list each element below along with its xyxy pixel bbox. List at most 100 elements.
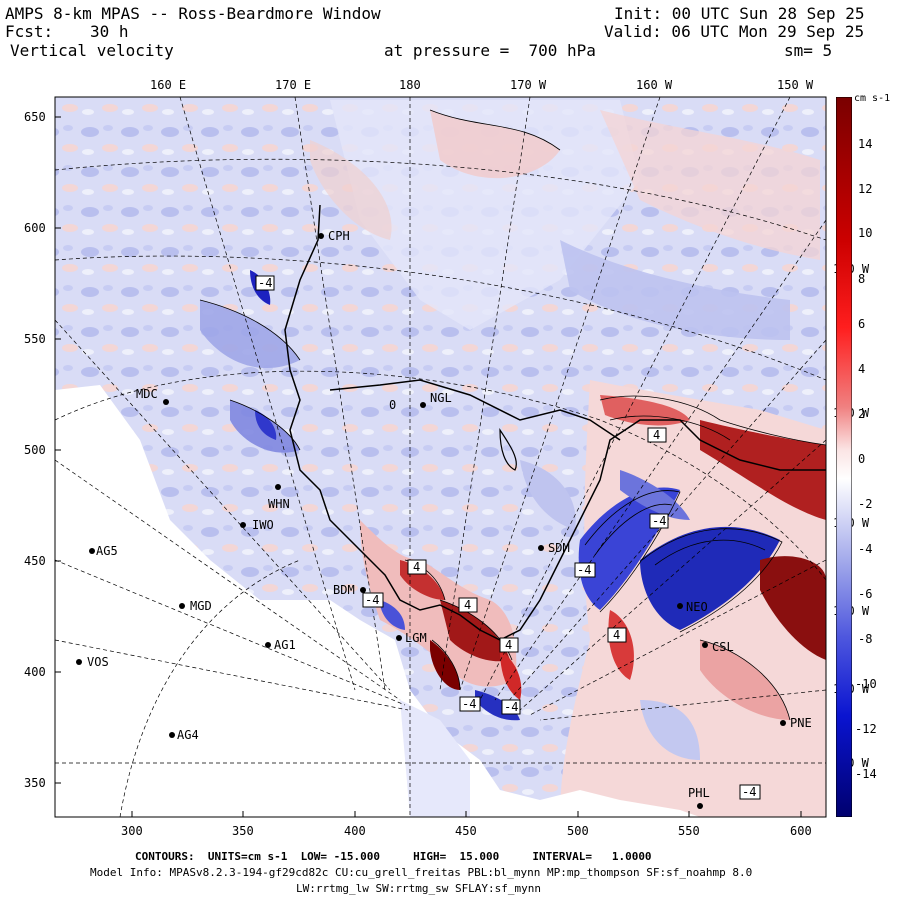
colorbar-tick: -4 bbox=[858, 542, 873, 556]
station-label: NGL bbox=[430, 391, 452, 405]
station-marker-bdm bbox=[360, 587, 366, 593]
y-tick-label: 650 bbox=[24, 110, 46, 124]
colorbar-tick: -8 bbox=[858, 632, 873, 646]
map-frame bbox=[54, 96, 827, 818]
station-label: AG1 bbox=[274, 638, 296, 652]
station-label: SDM bbox=[548, 541, 570, 555]
ice-shelf-front bbox=[329, 379, 621, 441]
physics-info: LW:rrtmg_lw SW:rrtmg_sw SFLAY:sf_mynn bbox=[296, 882, 542, 895]
pressure-level: at pressure = 700 hPa bbox=[384, 41, 596, 60]
forecast-value: 30 h bbox=[90, 22, 129, 41]
colorbar-tick: 6 bbox=[858, 317, 866, 331]
station-marker-sdm bbox=[538, 545, 544, 551]
station-marker-cph bbox=[318, 233, 324, 239]
station-marker-ngl bbox=[420, 402, 426, 408]
colorbar-tick: 14 bbox=[858, 137, 873, 151]
y-tick-label: 550 bbox=[24, 332, 46, 346]
station-label: PHL bbox=[688, 786, 710, 800]
station-marker-phl bbox=[697, 803, 703, 809]
forecast-label: Fcst: bbox=[5, 22, 54, 41]
station-label: AG5 bbox=[96, 544, 118, 558]
station-label: AG4 bbox=[177, 728, 199, 742]
x-tick-label: 400 bbox=[344, 824, 366, 838]
station-marker-pne bbox=[780, 720, 786, 726]
colorbar-tick: 2 bbox=[858, 407, 866, 421]
contour-label: -4 bbox=[652, 514, 667, 528]
station-label: PNE bbox=[790, 716, 812, 730]
contour-label: 4 bbox=[613, 628, 621, 642]
colorbar-tick: 0 bbox=[858, 452, 866, 466]
colorbar-tick: 8 bbox=[858, 272, 866, 286]
field-name: Vertical velocity bbox=[10, 41, 174, 60]
y-tick-label: 450 bbox=[24, 554, 46, 568]
station-label: NEO bbox=[686, 600, 708, 614]
init-time: Init: 00 UTC Sun 28 Sep 25 bbox=[614, 4, 865, 23]
smoothing: sm= 5 bbox=[784, 41, 833, 60]
y-tick-label: 400 bbox=[24, 665, 46, 679]
masked-region bbox=[55, 385, 700, 817]
colorbar-tick: -14 bbox=[855, 767, 877, 781]
coastline bbox=[284, 204, 826, 641]
valid-time: Valid: 06 UTC Mon 29 Sep 25 bbox=[604, 22, 865, 41]
axis-ticks bbox=[55, 116, 802, 817]
station-label: IWO bbox=[252, 518, 274, 532]
contour-label: -4 bbox=[742, 785, 757, 799]
station-label: LGM bbox=[405, 631, 427, 645]
station-marker-ag1 bbox=[265, 642, 271, 648]
contour-label: -4 bbox=[365, 593, 380, 607]
station-label: VOS bbox=[87, 655, 109, 669]
station-marker-ag5 bbox=[89, 548, 95, 554]
colorbar-units: cm s-1 bbox=[854, 93, 891, 104]
station-label: MGD bbox=[190, 599, 212, 613]
x-tick-label: 600 bbox=[790, 824, 812, 838]
map-title: AMPS 8-km MPAS -- Ross-Beardmore Window bbox=[5, 4, 381, 23]
colorbar-tick: -10 bbox=[855, 677, 877, 691]
y-tick-label: 350 bbox=[24, 776, 46, 790]
lon-label: 160 E bbox=[150, 78, 187, 92]
colorbar-tick: 12 bbox=[858, 182, 873, 196]
station-marker-mgd bbox=[179, 603, 185, 609]
contour-label-boxes bbox=[255, 275, 761, 800]
y-tick-label: 500 bbox=[24, 443, 46, 457]
contour-label: -4 bbox=[577, 563, 592, 577]
contour-label: -4 bbox=[504, 700, 519, 714]
station-marker-neo bbox=[677, 603, 683, 609]
station-markers bbox=[76, 233, 786, 809]
colorbar-tick: 10 bbox=[858, 226, 873, 240]
lon-label: 170 W bbox=[510, 78, 547, 92]
lon-label: 170 E bbox=[275, 78, 312, 92]
contour-label: 4 bbox=[505, 638, 513, 652]
contour-label: 4 bbox=[413, 560, 421, 574]
colorbar bbox=[836, 97, 852, 817]
station-marker-iwo bbox=[240, 522, 246, 528]
y-tick-label: 600 bbox=[24, 221, 46, 235]
contour-label: 4 bbox=[464, 598, 472, 612]
station-marker-ag4 bbox=[169, 732, 175, 738]
station-label: BDM bbox=[333, 583, 355, 597]
station-label: CSL bbox=[712, 640, 734, 654]
station-marker-mdc bbox=[163, 399, 169, 405]
colorbar-tick: -2 bbox=[858, 497, 873, 511]
model-info: Model Info: MPASv8.2.3-194-gf29cd82c CU:… bbox=[90, 866, 753, 879]
station-marker-lgm bbox=[396, 635, 402, 641]
lon-label: 180 bbox=[399, 78, 421, 92]
island-outline bbox=[499, 428, 517, 471]
colorbar-tick: -6 bbox=[858, 587, 873, 601]
station-label: CPH bbox=[328, 229, 350, 243]
lon-label: 150 W bbox=[777, 78, 814, 92]
station-label: MDC bbox=[136, 387, 158, 401]
colorbar-tick: -12 bbox=[855, 722, 877, 736]
x-tick-label: 550 bbox=[678, 824, 700, 838]
station-marker-whn bbox=[275, 484, 281, 490]
station-label: WHN bbox=[268, 497, 290, 511]
x-tick-label: 500 bbox=[567, 824, 589, 838]
contour-label: -4 bbox=[462, 697, 477, 711]
station-marker-vos bbox=[76, 659, 82, 665]
contour-lines bbox=[199, 109, 827, 721]
x-tick-label: 350 bbox=[232, 824, 254, 838]
x-tick-label: 300 bbox=[121, 824, 143, 838]
contour-label: 0 bbox=[389, 398, 397, 412]
masked-field-strip bbox=[400, 700, 470, 817]
graticule bbox=[54, 96, 827, 818]
